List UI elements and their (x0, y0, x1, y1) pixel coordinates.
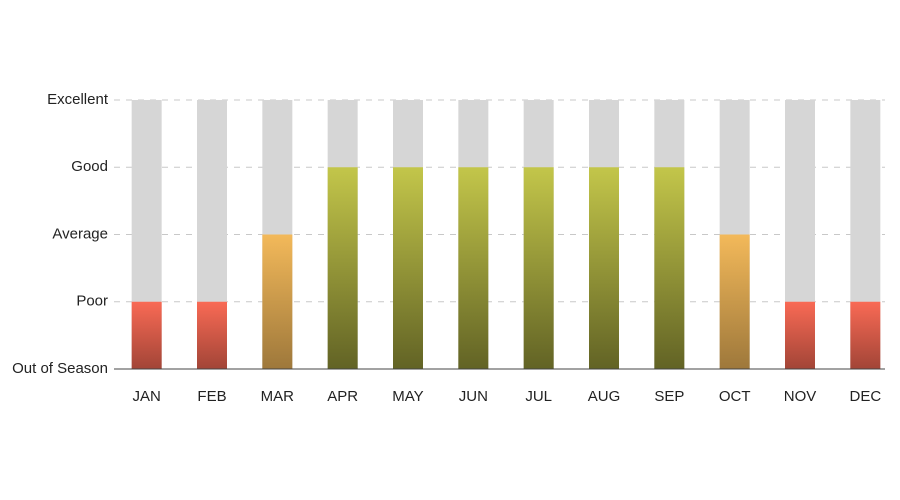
x-tick-label: JAN (132, 388, 160, 405)
x-tick-label: SEP (654, 388, 684, 405)
x-tick-label: MAR (261, 388, 295, 405)
x-tick-label: APR (327, 388, 358, 405)
bar (197, 301, 227, 369)
y-tick-label: Out of Season (12, 360, 108, 377)
x-tick-label: NOV (784, 388, 817, 405)
y-tick-label: Excellent (47, 91, 109, 108)
y-tick-label: Good (71, 158, 108, 175)
x-tick-label: MAY (392, 388, 423, 405)
bar (719, 234, 750, 369)
y-tick-label: Average (52, 225, 108, 242)
bar (262, 234, 293, 369)
x-tick-label: DEC (849, 388, 881, 405)
bar (393, 167, 423, 369)
bar (654, 167, 685, 369)
bar (458, 167, 489, 369)
bar (327, 167, 358, 369)
x-tick-label: OCT (719, 388, 751, 405)
bar (785, 301, 815, 369)
x-tick-label: JUL (525, 388, 552, 405)
bar (131, 301, 162, 369)
y-tick-label: Poor (76, 293, 108, 310)
x-tick-label: JUN (459, 388, 488, 405)
bar (850, 301, 881, 369)
bar (589, 167, 619, 369)
x-tick-label: FEB (197, 388, 226, 405)
bar (523, 167, 554, 369)
x-tick-label: AUG (588, 388, 621, 405)
